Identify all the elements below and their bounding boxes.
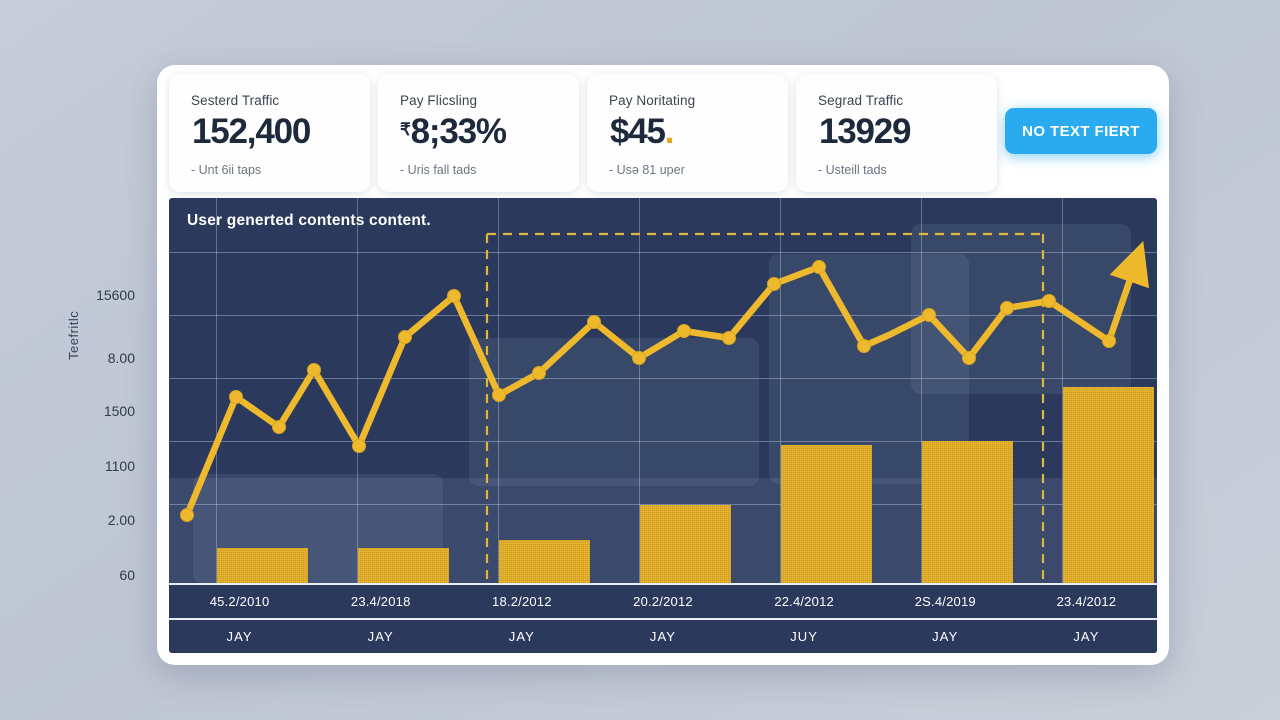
x-axis-sublabel: JUY xyxy=(790,629,819,644)
kpi-value-number: 8;33% xyxy=(410,112,507,151)
x-axis-sublabel: JAY xyxy=(1073,629,1100,644)
y-axis-tick: 60 xyxy=(119,567,135,583)
line-marker xyxy=(922,308,936,322)
line-series xyxy=(180,240,1150,522)
cta-container: NO TEXT FIERT xyxy=(1005,74,1157,192)
x-axis-sublabel: JAY xyxy=(508,629,535,644)
line-marker xyxy=(587,315,601,329)
gridline-vertical xyxy=(921,198,922,583)
y-axis: Teefritlc 15600 8.00 1500 1100 2.00 60 xyxy=(0,205,157,625)
bar xyxy=(781,445,872,583)
kpi-value: $45 . xyxy=(609,112,788,151)
kpi-label: Segrad Traffic xyxy=(818,93,904,108)
kpi-label: Pay Flicsling xyxy=(400,93,478,108)
line-marker xyxy=(447,289,461,303)
bar-series xyxy=(169,198,1157,653)
kpi-card-segrad-traffic[interactable]: Segrad Traffic 13929 - Usteill tads xyxy=(796,74,997,192)
kpi-value-number: 13929 xyxy=(819,112,912,151)
gridline-vertical xyxy=(357,198,358,583)
plot-area[interactable]: User generted contents content. xyxy=(169,198,1157,653)
gridline-vertical xyxy=(639,198,640,583)
y-axis-tick: 8.00 xyxy=(107,350,135,366)
line-marker xyxy=(272,420,286,434)
y-axis-tick: 15600 xyxy=(96,287,135,303)
line-marker xyxy=(1042,294,1056,308)
kpi-card-pay-flicsling[interactable]: Pay Flicsling ₹ 8;33% - Uris fall tads xyxy=(378,74,579,192)
bar xyxy=(217,548,308,583)
line-marker xyxy=(492,388,506,402)
line-marker xyxy=(767,277,781,291)
no-text-fiert-button[interactable]: NO TEXT FIERT xyxy=(1005,108,1157,154)
x-axis-label: 23.4/2018 xyxy=(350,594,411,609)
dashed-selection-annotation xyxy=(485,232,1045,583)
kpi-card-sesterd-traffic[interactable]: Sesterd Traffic 152,400 - Unt 6ii taps xyxy=(169,74,370,192)
line-marker xyxy=(632,351,646,365)
y-axis-tick: 2.00 xyxy=(107,512,135,528)
x-axis-label: 18.2/2012 xyxy=(492,594,552,609)
chart-container: User generted contents content. xyxy=(169,198,1157,653)
kpi-value: 13929 xyxy=(818,112,997,151)
line-marker xyxy=(1102,334,1116,348)
x-axis-label: 20.2/2012 xyxy=(633,594,693,609)
kpi-value-suffix: . xyxy=(664,112,675,151)
kpi-prefix-rupee-icon: ₹ xyxy=(400,120,411,139)
x-axis-labels-primary: 45.2/2010 23.4/2018 18.2/2012 20.2/2012 … xyxy=(169,583,1157,618)
line-marker xyxy=(857,339,871,353)
kpi-subtext: - Unt 6ii taps xyxy=(191,163,262,177)
line-marker xyxy=(722,331,736,345)
line-marker xyxy=(229,390,243,404)
dashboard-panel: Sesterd Traffic 152,400 - Unt 6ii taps P… xyxy=(157,65,1169,665)
kpi-card-pay-noritating[interactable]: Pay Noritating $45 . - Usə 81 uper xyxy=(587,74,788,192)
gridline-horizontal xyxy=(169,441,1157,442)
y-axis-tick: 1100 xyxy=(104,458,135,474)
kpi-value-number: 152,400 xyxy=(192,112,311,151)
kpi-subtext: - Usə 81 uper xyxy=(609,163,685,177)
bar xyxy=(640,505,731,583)
line-marker xyxy=(307,363,321,377)
gridline-vertical xyxy=(1062,198,1063,583)
bar xyxy=(1063,387,1154,583)
x-axis-sublabel: JAY xyxy=(367,629,394,644)
line-marker xyxy=(677,324,691,338)
line-marker xyxy=(962,351,976,365)
line-marker xyxy=(398,330,412,344)
x-axis-labels-secondary: JAY JAY JAY JAY JUY JAY JAY xyxy=(169,618,1157,653)
line-marker xyxy=(352,439,366,453)
kpi-label: Sesterd Traffic xyxy=(191,93,280,108)
kpi-value: ₹ 8;33% xyxy=(400,112,579,151)
line-marker xyxy=(532,366,546,380)
gridline-horizontal xyxy=(169,378,1157,379)
x-axis-sublabel: JAY xyxy=(226,629,253,644)
x-axis-sublabel: JAY xyxy=(649,629,677,644)
gridline-horizontal xyxy=(169,252,1157,253)
line-marker xyxy=(812,260,826,274)
gridline-horizontal xyxy=(169,315,1157,316)
kpi-value: 152,400 xyxy=(191,112,370,151)
gridline-vertical xyxy=(216,198,217,583)
kpi-value-number: $45 xyxy=(610,112,666,151)
x-axis-label: 22.4/2012 xyxy=(774,594,834,609)
y-axis-title: Teefritlc xyxy=(66,310,81,360)
gridline-horizontal xyxy=(169,504,1157,505)
bar xyxy=(922,441,1013,583)
x-axis-label: 23.4/2012 xyxy=(1056,594,1117,609)
kpi-card-strip: Sesterd Traffic 152,400 - Unt 6ii taps P… xyxy=(169,74,1157,192)
y-axis-tick: 1500 xyxy=(103,403,135,419)
bar xyxy=(499,540,590,583)
line-marker xyxy=(1000,301,1014,315)
kpi-label: Pay Noritating xyxy=(609,93,696,108)
line-marker xyxy=(180,508,194,522)
kpi-subtext: - Usteill tads xyxy=(818,163,887,177)
bar xyxy=(358,548,449,583)
x-axis-label: 2S.4/2019 xyxy=(914,594,976,609)
x-axis-label: 45.2/2010 xyxy=(209,594,270,609)
chart-title: User generted contents content. xyxy=(187,212,431,229)
gridline-vertical xyxy=(780,198,781,583)
x-axis-sublabel: JAY xyxy=(932,629,959,644)
kpi-subtext: - Uris fall tads xyxy=(400,163,477,177)
